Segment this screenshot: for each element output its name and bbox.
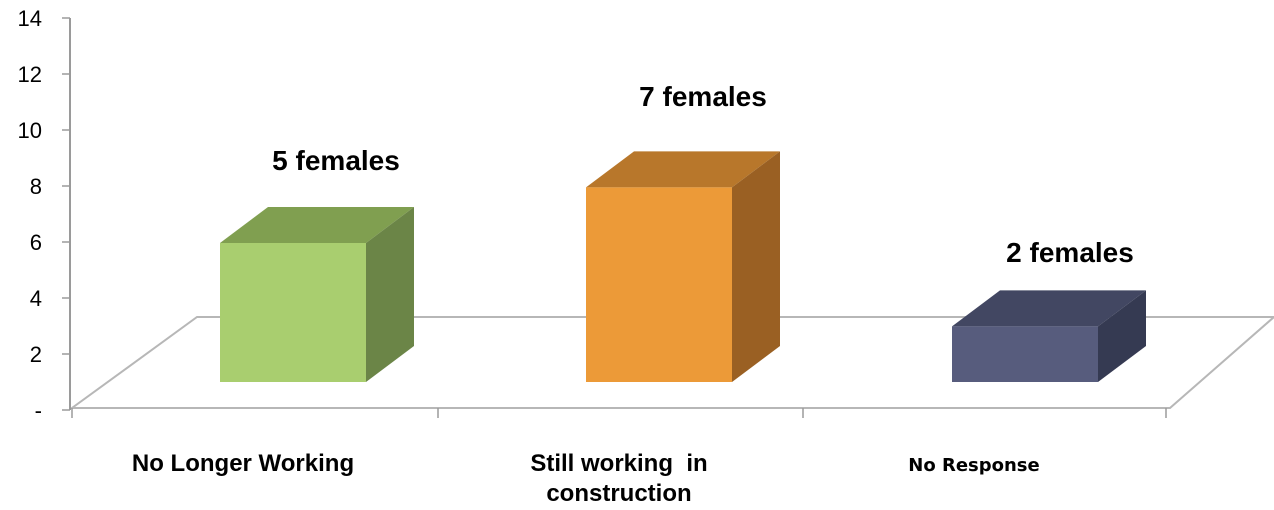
- bar-top-face: [952, 290, 1146, 327]
- y-tick-label: 10: [18, 118, 42, 143]
- bar-side-face: [732, 151, 780, 382]
- floor-plane: [68, 316, 1274, 409]
- y-tick-label: 8: [30, 174, 42, 199]
- y-tick-label: 4: [30, 286, 42, 311]
- data-label: 5 females: [272, 145, 400, 176]
- bar-top-face: [586, 151, 780, 188]
- data-label: 7 females: [639, 81, 767, 112]
- category-label: construction: [546, 480, 691, 507]
- category-label: No Longer Working: [132, 450, 354, 477]
- y-tick-label: 14: [18, 6, 42, 31]
- category-label: No Response: [908, 455, 1039, 476]
- bar-side-face: [1098, 290, 1146, 382]
- bar: [952, 326, 1098, 382]
- bar: [586, 187, 732, 382]
- y-tick-label: 2: [30, 342, 42, 367]
- data-label: 2 females: [1006, 237, 1134, 268]
- bar-top-face: [220, 207, 414, 243]
- y-tick-label: -: [35, 398, 42, 423]
- category-label: Still working in: [530, 450, 707, 477]
- y-tick-label: 6: [30, 230, 42, 255]
- bar: [220, 243, 366, 382]
- y-tick-label: 12: [18, 62, 42, 87]
- bar-side-face: [366, 207, 414, 382]
